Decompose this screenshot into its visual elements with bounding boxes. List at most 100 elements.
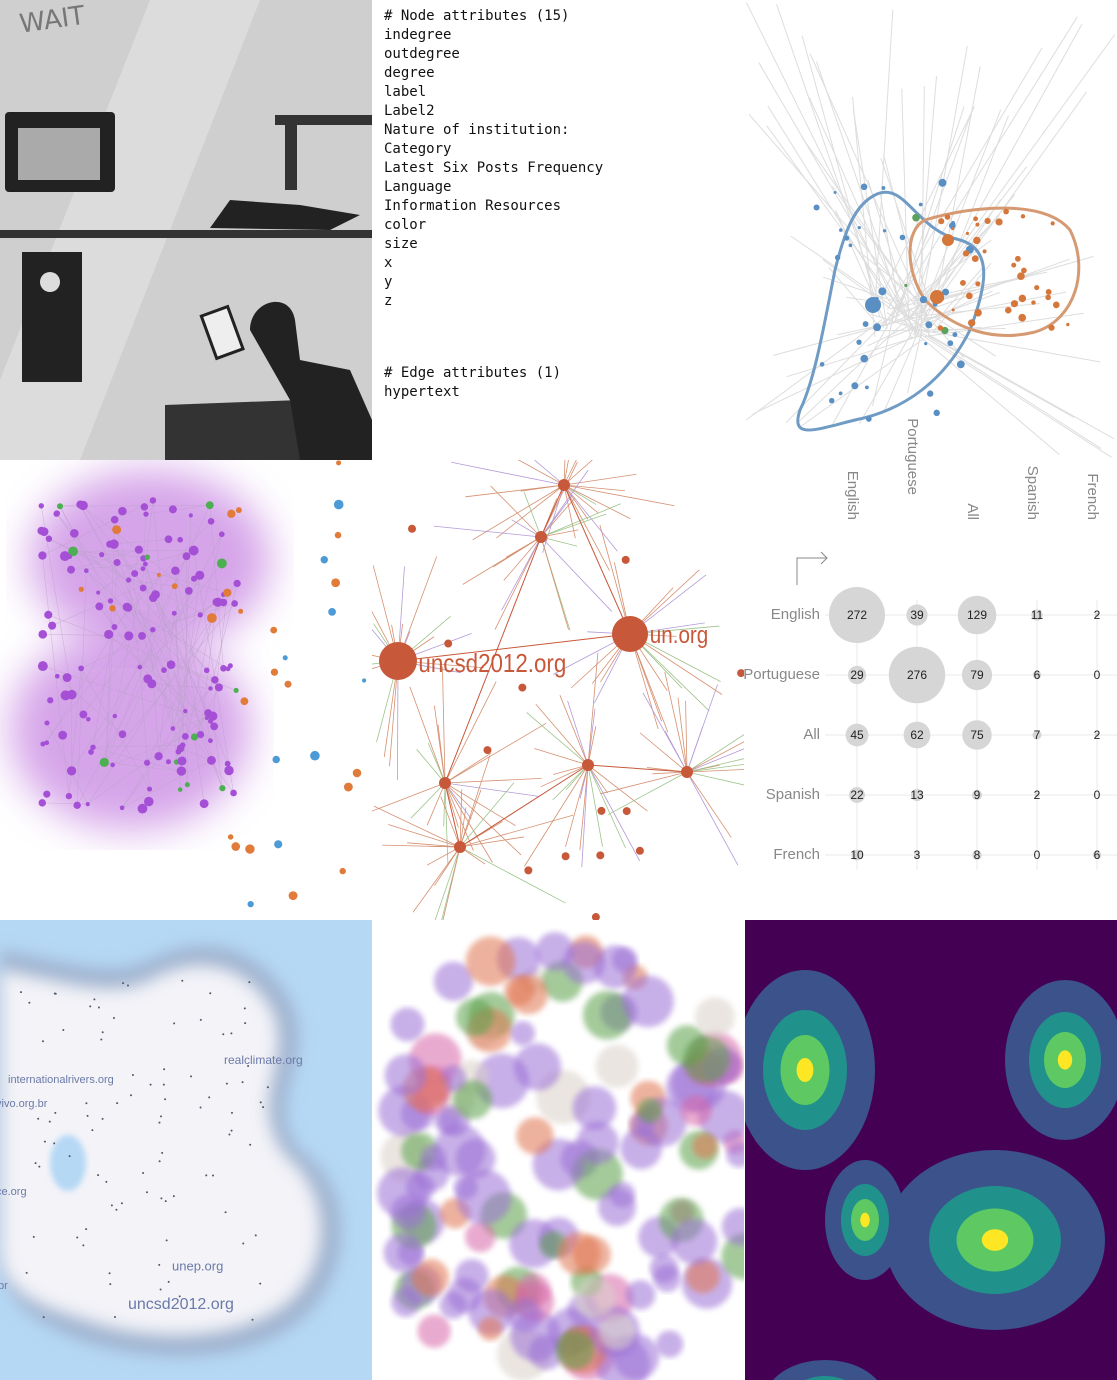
point: [69, 1155, 71, 1157]
node-attribute: Information Resources: [384, 198, 561, 214]
node: [78, 501, 87, 510]
node: [208, 712, 217, 721]
cell: [599, 1313, 636, 1350]
point: [190, 1075, 192, 1077]
cell: [556, 1331, 595, 1370]
node: [207, 756, 216, 765]
cell-value: 2: [1094, 608, 1101, 622]
node: [39, 799, 46, 806]
point: [146, 1191, 148, 1193]
node: [147, 787, 152, 792]
node: [844, 235, 849, 240]
node: [171, 726, 176, 731]
node: [834, 191, 837, 194]
point: [242, 1081, 244, 1083]
node: [113, 714, 117, 718]
point: [228, 1133, 230, 1135]
node: [362, 678, 366, 682]
point: [102, 1118, 104, 1120]
node: [524, 866, 532, 874]
node: [865, 297, 881, 313]
cell-value: 75: [970, 728, 984, 742]
node: [973, 216, 978, 221]
cell-value: 6: [1094, 848, 1101, 862]
map-label: realclimate.org: [224, 1053, 303, 1067]
point: [113, 1017, 115, 1019]
point: [212, 1174, 214, 1176]
node-attribute: x: [384, 255, 392, 271]
node: [860, 355, 868, 363]
oven-window: [18, 128, 100, 180]
cell: [510, 1021, 535, 1046]
point: [98, 1007, 100, 1009]
node: [177, 745, 185, 753]
node: [225, 761, 231, 767]
node: [938, 325, 943, 330]
node: [208, 518, 215, 525]
point: [49, 1121, 51, 1123]
node: [78, 665, 84, 671]
cell: [516, 1117, 553, 1154]
cell: [465, 1222, 496, 1253]
point: [249, 1144, 251, 1146]
point: [26, 1272, 28, 1274]
node: [169, 505, 177, 513]
point: [116, 1102, 118, 1104]
cell-value: 0: [1094, 788, 1101, 802]
node: [927, 390, 933, 396]
node-attribute: size: [384, 236, 418, 252]
node: [1034, 285, 1039, 290]
node: [820, 362, 825, 367]
node: [189, 546, 199, 556]
node: [274, 840, 282, 848]
cell-value: 2: [1034, 788, 1041, 802]
node: [206, 501, 214, 509]
node: [227, 510, 235, 518]
node: [231, 842, 240, 851]
node: [79, 710, 87, 718]
node: [597, 807, 605, 815]
edge-header: # Edge attributes (1): [384, 365, 561, 381]
cell: [671, 1219, 717, 1265]
cell-value: 8: [974, 848, 981, 862]
point: [105, 1181, 107, 1183]
node: [208, 738, 213, 743]
node: [86, 717, 91, 722]
node: [198, 612, 203, 617]
point: [44, 1141, 46, 1143]
node: [900, 235, 906, 241]
point: [85, 1228, 87, 1230]
cell: [466, 937, 515, 986]
node: [234, 688, 239, 693]
node: [1031, 300, 1035, 304]
node: [285, 681, 292, 688]
point: [226, 1083, 228, 1085]
point: [127, 985, 129, 987]
point: [163, 1084, 165, 1086]
node: [79, 587, 84, 592]
node: [238, 609, 243, 614]
cell: [626, 1280, 656, 1310]
node: [340, 868, 346, 874]
node: [166, 759, 171, 764]
point: [55, 993, 57, 995]
node: [947, 340, 953, 346]
purple-network-panel: [0, 460, 372, 920]
node-attribute: y: [384, 274, 392, 290]
node: [963, 250, 969, 256]
cell: [514, 1043, 561, 1090]
cell-value: 129: [967, 608, 987, 622]
node: [1045, 295, 1051, 301]
node: [54, 510, 60, 516]
node: [236, 507, 242, 513]
node: [178, 787, 182, 791]
node: [183, 552, 191, 560]
node: [912, 214, 920, 222]
map-label: ce.org: [0, 1186, 27, 1198]
node: [172, 611, 177, 616]
node: [140, 566, 145, 571]
point: [114, 1316, 116, 1318]
node: [1015, 256, 1021, 262]
point: [164, 1098, 166, 1100]
point: [208, 1096, 210, 1098]
